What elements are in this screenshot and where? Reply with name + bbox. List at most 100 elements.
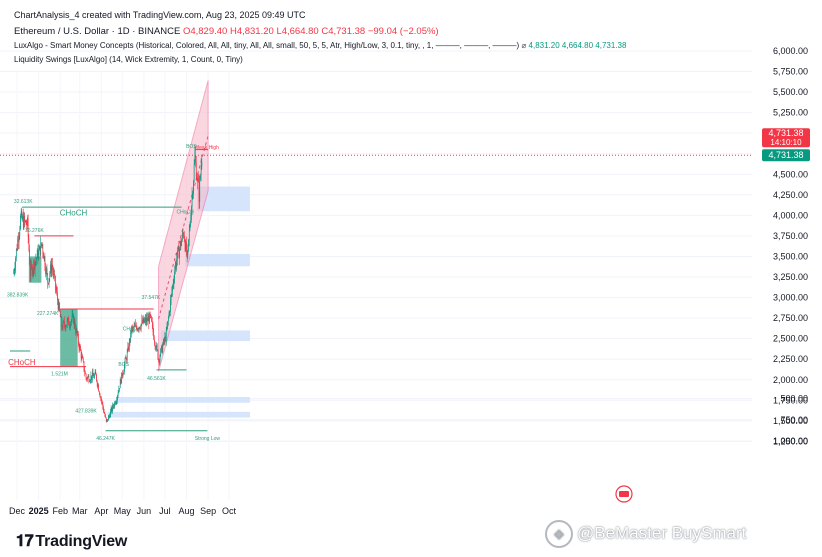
- y-tick-label: 1,500.00: [773, 416, 808, 426]
- annotation-label: CHoCH: [123, 326, 141, 332]
- candle-body: [20, 215, 21, 230]
- price-tag-red: [762, 128, 810, 148]
- symbol-name[interactable]: Ethereum / U.S. Dollar · 1D · BINANCE: [14, 26, 181, 37]
- candle-body: [53, 274, 55, 275]
- price-tag-red-value: 4,731.38: [768, 128, 803, 138]
- candle-body: [105, 416, 106, 418]
- candle-body: [186, 242, 187, 256]
- candle-body: [22, 216, 23, 220]
- candle-body: [36, 258, 37, 260]
- candle-body: [65, 326, 67, 329]
- candle-body: [108, 416, 109, 421]
- candle-body: [18, 239, 19, 242]
- annotation-label: 36.276K: [25, 228, 44, 234]
- candle-body: [174, 271, 176, 281]
- candle-body: [42, 244, 44, 253]
- candle-body: [158, 360, 160, 362]
- candle-body: [29, 249, 30, 265]
- x-tick-label: Oct: [222, 506, 237, 516]
- candle-body: [98, 384, 99, 392]
- candle-body: [143, 318, 145, 323]
- candle-body: [85, 372, 86, 374]
- candle-body: [41, 242, 42, 246]
- time-axis[interactable]: Dec 2025 Feb Mar Apr May Jun Jul Aug Sep Oct: [9, 506, 237, 516]
- candle-body: [191, 207, 192, 221]
- grid: [0, 50, 752, 500]
- annotation-label: BOS: [118, 362, 129, 368]
- candle-body: [44, 256, 46, 269]
- ohlc-high: H4,831.20: [229, 26, 274, 37]
- candle-body: [103, 407, 104, 412]
- x-tick-label: Jun: [137, 506, 152, 516]
- indicator-1[interactable]: LuxAlgo - Smart Money Concepts (Historic…: [14, 41, 626, 50]
- candle-body: [132, 327, 134, 328]
- candle-body: [25, 220, 26, 222]
- candle-body: [89, 381, 90, 383]
- candle-body: [137, 329, 139, 331]
- candle-body: [21, 211, 23, 220]
- y-tick-label: 500.00: [780, 394, 808, 404]
- candle-body: [36, 250, 38, 259]
- candle-body: [92, 372, 93, 380]
- candle-body: [24, 215, 26, 221]
- indicator-2[interactable]: Liquidity Swings [LuxAlgo] (14, Wick Ext…: [14, 55, 243, 64]
- tradingview-logo[interactable]: 𝟏𝟕 TradingView: [16, 533, 127, 551]
- candle-body: [106, 419, 108, 422]
- candle-body: [60, 316, 62, 318]
- candle-body: [71, 320, 72, 323]
- candle-body: [37, 250, 39, 260]
- candle-body: [34, 261, 36, 270]
- candle-body: [92, 372, 94, 376]
- candle-body: [72, 314, 74, 316]
- candle-body: [94, 372, 96, 375]
- candle-body: [175, 262, 176, 272]
- candle-body: [121, 372, 123, 377]
- candle-body: [149, 313, 151, 315]
- candle-body: [48, 278, 50, 284]
- price-axis[interactable]: 6,000.005,750.005,500.005,250.005,000.00…: [773, 46, 808, 446]
- candle-body: [138, 327, 140, 330]
- candle-body: [110, 411, 111, 418]
- candle-body: [96, 380, 98, 386]
- candle-body: [15, 257, 16, 268]
- candle-body: [197, 178, 199, 181]
- candle-body: [68, 325, 70, 326]
- candle-body: [168, 317, 169, 321]
- candle-body: [156, 345, 158, 350]
- candles-layer: [13, 145, 203, 423]
- candle-body: [163, 339, 165, 342]
- candle-body: [190, 220, 192, 226]
- candle-body: [181, 233, 183, 241]
- ohlc-change: −99.04 (−2.05%): [367, 26, 439, 37]
- ohlc-low: L4,664.80: [276, 26, 319, 37]
- candle-body: [49, 273, 51, 279]
- candle-body: [125, 358, 127, 359]
- eye-off-icon: ⌀: [521, 41, 527, 50]
- candle-body: [103, 411, 105, 414]
- candle-body: [159, 356, 161, 362]
- candle-body: [91, 375, 93, 380]
- candle-body: [176, 259, 178, 267]
- candle-body: [173, 280, 175, 284]
- candle-body: [83, 361, 85, 371]
- y-tick-label: 2,250.00: [773, 354, 808, 364]
- candle-body: [59, 302, 60, 312]
- candle-body: [135, 324, 136, 327]
- candle-body: [71, 315, 73, 321]
- candle-body: [84, 370, 86, 373]
- y-tick-label: 1,750.00: [773, 395, 808, 405]
- candle-body: [112, 404, 114, 407]
- candle-body: [87, 377, 88, 380]
- y-tick-label: 2,000.00: [773, 375, 808, 385]
- candle-body: [162, 344, 164, 353]
- candle-body: [145, 318, 147, 323]
- candle-body: [108, 415, 110, 417]
- candle-body: [166, 327, 168, 331]
- y-tick-label: 5,250.00: [773, 108, 808, 118]
- candle-body: [101, 400, 103, 403]
- candle-body: [43, 252, 44, 259]
- annotation-label: 427.839K: [75, 409, 97, 415]
- candle-body: [199, 179, 201, 202]
- candle-body: [117, 392, 119, 396]
